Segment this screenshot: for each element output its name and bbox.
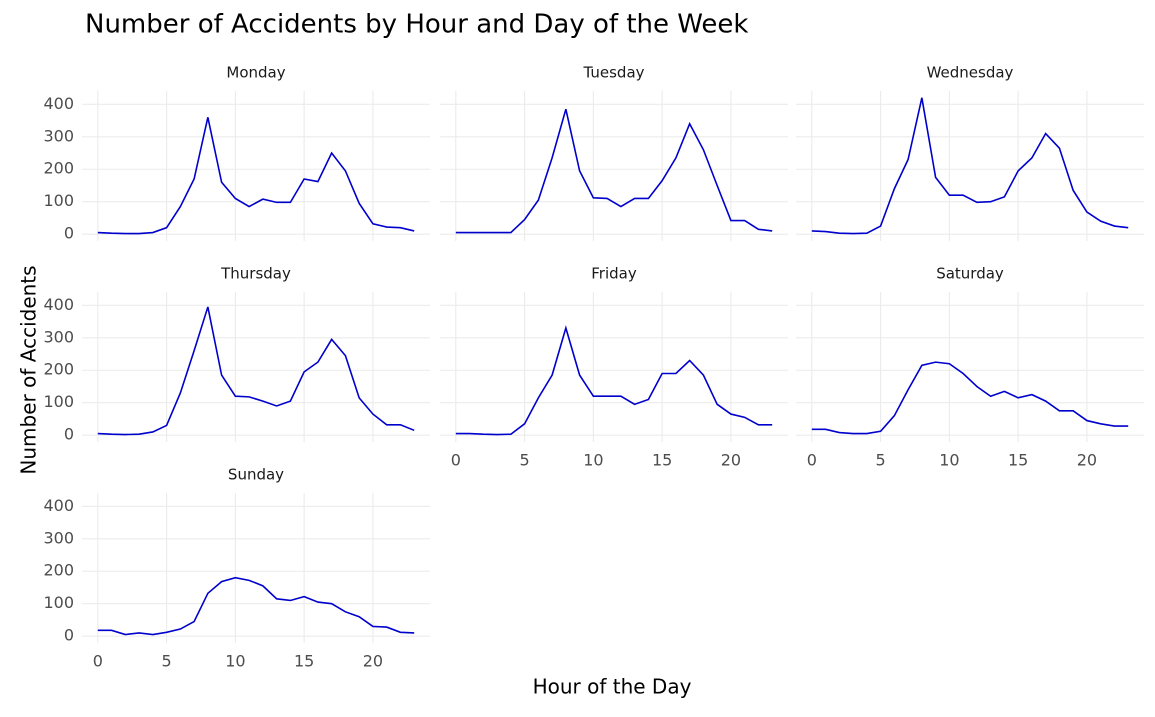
y-tick-label: 0 xyxy=(64,626,74,645)
facet-label: Monday xyxy=(226,64,285,82)
x-tick-label: 20 xyxy=(721,451,741,470)
facet-label: Thursday xyxy=(220,265,291,283)
line xyxy=(811,361,1129,435)
x-tick-label: 15 xyxy=(1008,451,1028,470)
x-tick-label: 10 xyxy=(583,451,603,470)
x-tick-label: 5 xyxy=(161,652,171,671)
y-tick-label: 200 xyxy=(43,159,74,178)
y-axis-label: Number of Accidents xyxy=(17,265,41,474)
line xyxy=(811,97,1129,235)
x-tick-label: 10 xyxy=(939,451,959,470)
x-tick-label: 15 xyxy=(294,652,314,671)
y-tick-label: 400 xyxy=(43,496,74,515)
x-tick-label: 10 xyxy=(225,652,245,671)
y-tick-label: 200 xyxy=(43,360,74,379)
x-tick-label: 15 xyxy=(652,451,672,470)
line xyxy=(97,306,415,436)
x-tick-label: 0 xyxy=(93,652,103,671)
x-tick-label: 0 xyxy=(807,451,817,470)
y-tick-label: 0 xyxy=(64,425,74,444)
x-tick-label: 20 xyxy=(363,652,383,671)
y-tick-label: 100 xyxy=(43,593,74,612)
facet-label: Tuesday xyxy=(582,64,644,82)
line xyxy=(455,108,773,234)
y-tick-label: 300 xyxy=(43,126,74,145)
y-tick-label: 100 xyxy=(43,392,74,411)
x-tick-label: 5 xyxy=(875,451,885,470)
line xyxy=(97,117,415,235)
y-tick-label: 100 xyxy=(43,191,74,210)
facet-label: Sunday xyxy=(228,466,284,484)
facet-label: Friday xyxy=(591,265,637,283)
x-axis-label: Hour of the Day xyxy=(533,675,692,699)
x-tick-label: 0 xyxy=(451,451,461,470)
x-tick-label: 5 xyxy=(519,451,529,470)
y-tick-label: 0 xyxy=(64,224,74,243)
x-tick-label: 20 xyxy=(1077,451,1097,470)
y-tick-label: 300 xyxy=(43,528,74,547)
y-tick-label: 200 xyxy=(43,561,74,580)
facet-label: Saturday xyxy=(936,265,1004,283)
y-tick-label: 400 xyxy=(43,94,74,113)
facet-label: Wednesday xyxy=(927,64,1014,82)
y-tick-label: 400 xyxy=(43,295,74,314)
line xyxy=(455,325,773,436)
line xyxy=(97,576,415,636)
y-tick-label: 300 xyxy=(43,327,74,346)
chart-title: Number of Accidents by Hour and Day of t… xyxy=(85,10,748,40)
